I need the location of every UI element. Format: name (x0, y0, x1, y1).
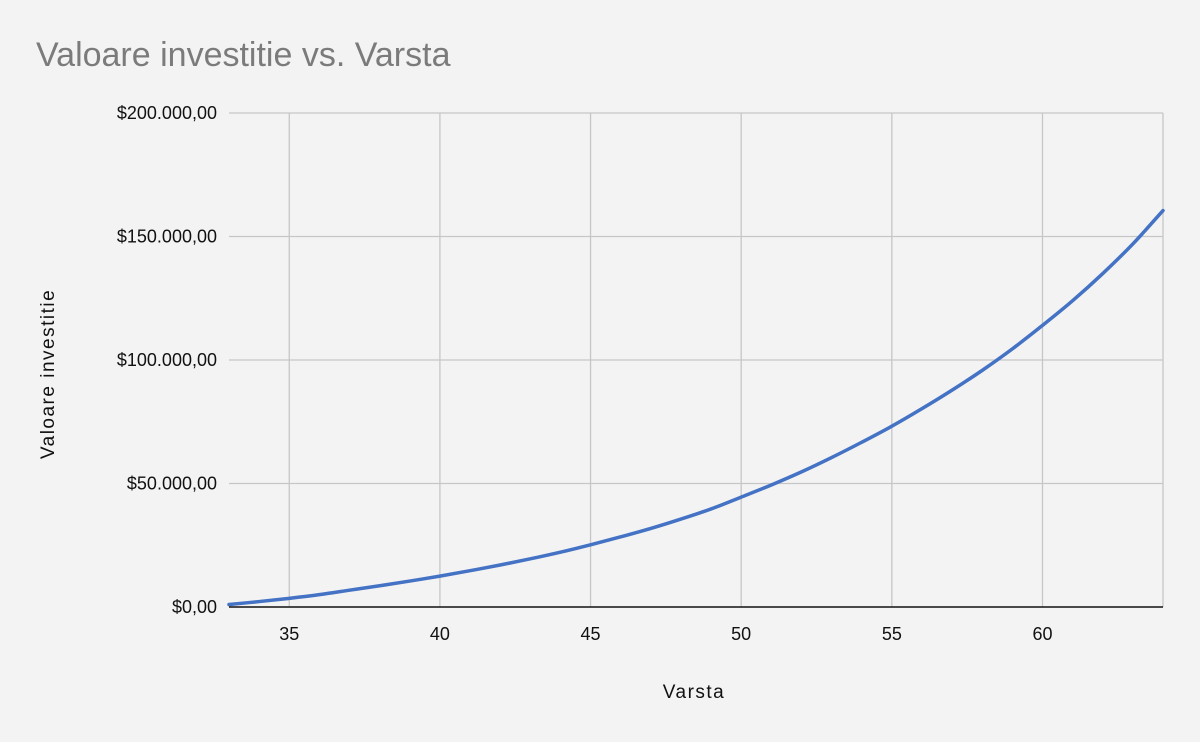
x-tick-label: 50 (731, 624, 751, 644)
x-tick-label: 45 (581, 624, 601, 644)
x-tick-label: 40 (430, 624, 450, 644)
x-tick-labels: 35 40 45 50 55 60 (279, 624, 1052, 644)
y-axis-title: Valoare investitie (38, 289, 59, 459)
x-tick-label: 35 (279, 624, 299, 644)
y-tick-label: $50.000,00 (127, 474, 217, 494)
grid-lines (229, 112, 1164, 607)
x-tick-label: 55 (882, 624, 902, 644)
y-tick-labels: $0,00 $50.000,00 $100.000,00 $150.000,00 $20… (117, 103, 217, 617)
y-tick-label: $150.000,00 (117, 227, 217, 247)
y-tick-label: $0,00 (172, 597, 217, 617)
x-tick-label: 60 (1032, 624, 1052, 644)
y-tick-label: $200.000,00 (117, 103, 217, 123)
chart-title: Valoare investitie vs. Varsta (36, 36, 451, 74)
y-tick-label: $100.000,00 (117, 350, 217, 370)
series-line (227, 208, 1165, 607)
x-axis-title: Varsta (663, 682, 726, 703)
series-layer (227, 208, 1165, 607)
